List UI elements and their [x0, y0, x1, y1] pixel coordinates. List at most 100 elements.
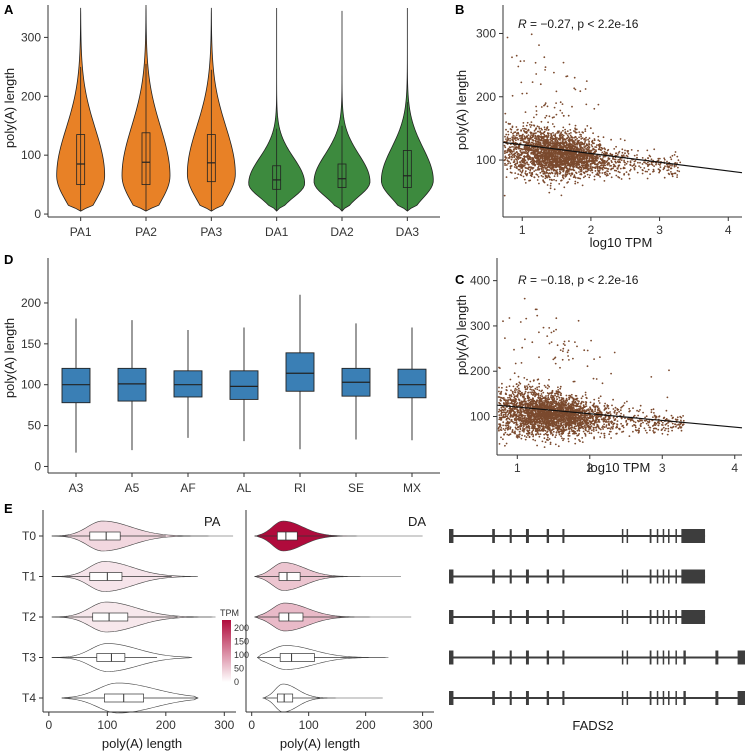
- b-point: [544, 157, 547, 160]
- b-point: [518, 168, 521, 171]
- b-point: [599, 175, 601, 178]
- panel-a-violins: [56, 4, 434, 212]
- c-point: [520, 415, 523, 417]
- c-point: [665, 409, 668, 412]
- b-point: [573, 141, 576, 144]
- b-point: [604, 167, 606, 170]
- b-point: [535, 142, 538, 145]
- b-point: [556, 139, 559, 142]
- b-point: [619, 167, 622, 170]
- b-point: [526, 163, 529, 165]
- b-point: [587, 165, 590, 168]
- b-point: [622, 154, 625, 157]
- c-point: [555, 317, 558, 320]
- b-point: [573, 136, 575, 139]
- b-point: [519, 137, 521, 140]
- b-point: [548, 169, 551, 172]
- b-point: [619, 157, 622, 160]
- b-point: [544, 166, 546, 169]
- c-point: [646, 431, 648, 434]
- b-point: [598, 145, 600, 147]
- b-point: [639, 161, 641, 164]
- b-point: [580, 155, 583, 158]
- b-point: [547, 172, 550, 175]
- b-point: [511, 151, 514, 153]
- b-point: [544, 69, 546, 71]
- b-point: [658, 168, 661, 171]
- b-point: [557, 152, 560, 155]
- b-point: [531, 141, 534, 144]
- b-point: [518, 147, 521, 150]
- c-point: [518, 430, 521, 433]
- b-point: [514, 172, 517, 175]
- c-point: [554, 394, 556, 397]
- c-point: [508, 317, 511, 319]
- c-point: [594, 408, 597, 411]
- b-point: [509, 123, 512, 125]
- b-point: [568, 155, 571, 157]
- c-point: [580, 397, 583, 400]
- b-point: [583, 157, 586, 160]
- b-point: [571, 140, 574, 143]
- b-point: [512, 132, 514, 135]
- c-point: [526, 378, 528, 381]
- b-point: [554, 137, 557, 140]
- b-point: [551, 165, 553, 168]
- c-point: [550, 331, 553, 334]
- c-point: [502, 438, 504, 441]
- b-point: [547, 144, 549, 146]
- b-point: [577, 153, 580, 156]
- b-point: [505, 176, 508, 179]
- b-point: [540, 174, 543, 177]
- b-point: [621, 148, 624, 151]
- b-point: [507, 157, 510, 159]
- b-point: [578, 171, 580, 173]
- b-point: [634, 160, 637, 162]
- b-point: [562, 156, 564, 159]
- c-point: [603, 436, 606, 439]
- b-point: [606, 159, 609, 162]
- b-point: [620, 178, 623, 180]
- c-point: [538, 331, 540, 334]
- b-point: [509, 137, 511, 140]
- b-y-tick-label: 100: [476, 153, 496, 167]
- c-point: [543, 384, 546, 387]
- c-point: [562, 397, 565, 400]
- b-point: [510, 158, 513, 161]
- b-point: [589, 169, 592, 172]
- c-point: [636, 409, 638, 412]
- b-point: [543, 181, 546, 184]
- c-point: [611, 404, 613, 407]
- b-point: [586, 165, 588, 168]
- b-point: [544, 177, 547, 180]
- b-point: [597, 156, 599, 158]
- b-point: [556, 158, 559, 161]
- b-point: [527, 168, 530, 171]
- c-point: [524, 397, 527, 400]
- b-point: [542, 160, 544, 163]
- c-point: [592, 417, 594, 419]
- panel-a-y-tick-label: 200: [21, 89, 41, 103]
- c-point: [538, 389, 541, 392]
- b-point: [577, 158, 579, 160]
- c-point: [609, 413, 612, 416]
- b-point: [541, 164, 544, 167]
- b-point: [529, 179, 532, 182]
- c-point: [622, 426, 625, 429]
- panel-a-box: [272, 165, 282, 190]
- c-point: [607, 407, 610, 410]
- b-point: [615, 145, 617, 148]
- b-y-tick-label: 300: [476, 26, 496, 40]
- b-point: [574, 145, 577, 148]
- b-point: [533, 124, 535, 127]
- b-point: [592, 148, 594, 151]
- b-point: [664, 165, 666, 168]
- b-point: [531, 167, 534, 170]
- b-point: [573, 87, 576, 90]
- b-point: [532, 158, 535, 161]
- c-point: [554, 392, 556, 395]
- c-point: [679, 415, 682, 418]
- b-point: [510, 152, 513, 155]
- b-point: [529, 161, 532, 164]
- b-point: [533, 170, 536, 173]
